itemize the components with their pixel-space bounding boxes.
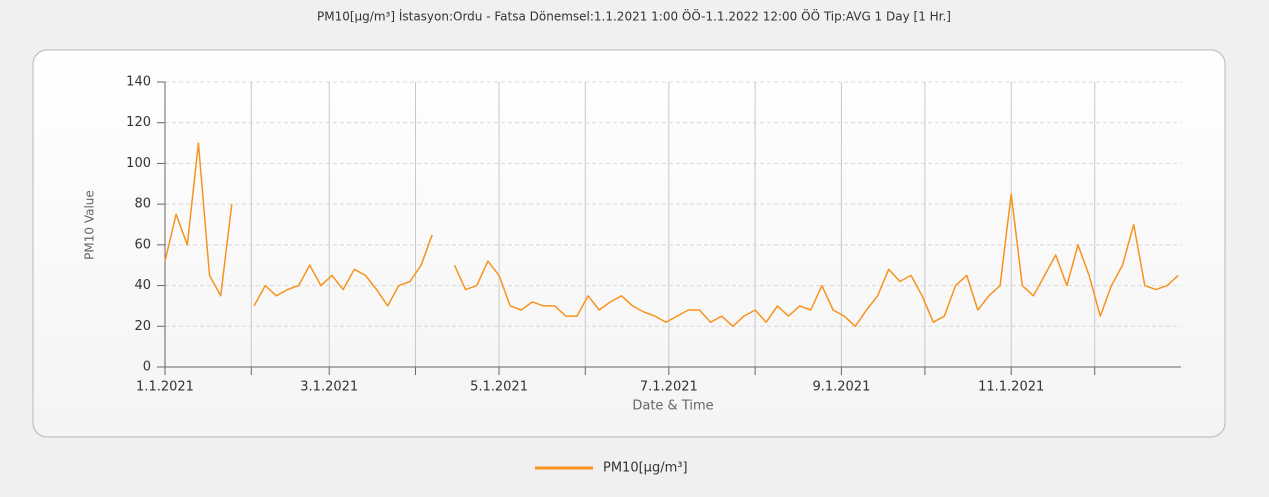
x-axis-label: Date & Time: [632, 399, 713, 414]
data-line: [164, 142, 1179, 328]
y-tick-label: 60: [134, 237, 151, 252]
y-tick-label: 80: [134, 197, 151, 212]
y-tick-label: 100: [126, 156, 151, 171]
y-tick-label: 0: [143, 360, 151, 375]
x-tick-label: 5.1.2021: [470, 380, 528, 395]
y-tick-label: 40: [134, 278, 151, 293]
x-tick-label: 3.1.2021: [300, 380, 358, 395]
x-tick-label: 1.1.2021: [136, 380, 194, 395]
legend-label: PM10[µg/m³]: [603, 461, 688, 476]
x-tick-label: 9.1.2021: [812, 380, 870, 395]
x-tick-label: 11.1.2021: [978, 380, 1044, 395]
x-tick-label: 7.1.2021: [640, 380, 698, 395]
plot-panel: [32, 49, 1226, 438]
y-tick-label: 20: [134, 319, 151, 334]
chart-title: PM10[µg/m³] İstasyon:Ordu - Fatsa Dönems…: [317, 8, 951, 24]
y-tick-label: 120: [126, 115, 151, 130]
y-tick-label: 140: [126, 75, 151, 90]
y-axis-label: PM10 Value: [83, 190, 97, 260]
